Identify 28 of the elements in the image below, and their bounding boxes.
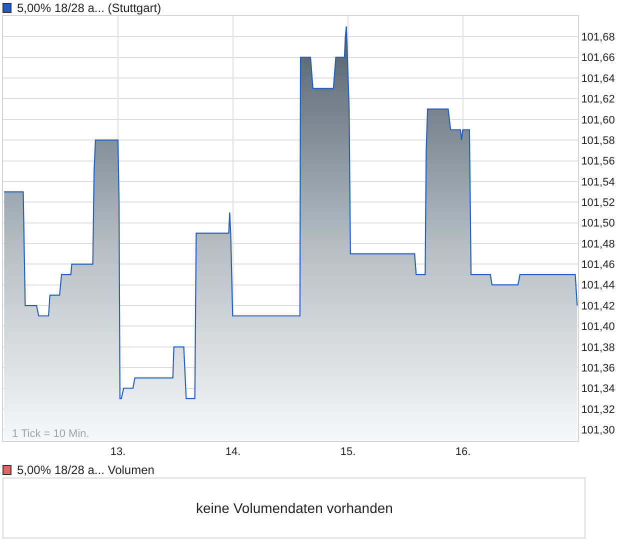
annotation: 1 Tick = 10 Min.	[12, 428, 90, 440]
y-tick-label: 101,52	[581, 196, 615, 209]
y-tick-label: 101,34	[581, 383, 615, 396]
y-tick-label: 101,40	[581, 321, 615, 334]
x-tick-label: 14.	[225, 446, 241, 458]
y-tick-label: 101,54	[581, 176, 615, 188]
x-tick-label: 13.	[110, 446, 126, 458]
text: 5,00% 18/28 a... Volumen	[17, 463, 154, 477]
y-tick-label: 101,66	[581, 52, 615, 64]
y-tick-label: 101,58	[581, 134, 615, 147]
y-tick-label: 101,30	[581, 424, 615, 436]
y-tick-label: 101,50	[581, 218, 615, 230]
y-tick-label: 101,56	[581, 156, 615, 168]
text: keine Volumendaten vorhanden	[196, 500, 393, 516]
y-tick-label: 101,44	[581, 280, 615, 292]
legend-label: 5,00% 18/28 a... (Stuttgart)	[17, 1, 162, 15]
y-tick-label: 101,62	[581, 94, 615, 106]
y-tick-label: 101,60	[581, 114, 615, 126]
x-tick-label: 16.	[455, 446, 471, 458]
y-tick-label: 101,32	[581, 404, 615, 416]
y-tick-label: 101,38	[581, 342, 615, 354]
x-tick-label: 15.	[340, 446, 356, 458]
y-tick-label: 101,36	[581, 362, 615, 374]
y-tick-label: 101,68	[581, 32, 615, 44]
y-tick-label: 101,64	[581, 72, 615, 85]
y-tick-label: 101,42	[581, 300, 615, 312]
y-tick-label: 101,48	[581, 238, 615, 250]
y-tick-label: 101,46	[581, 259, 615, 272]
